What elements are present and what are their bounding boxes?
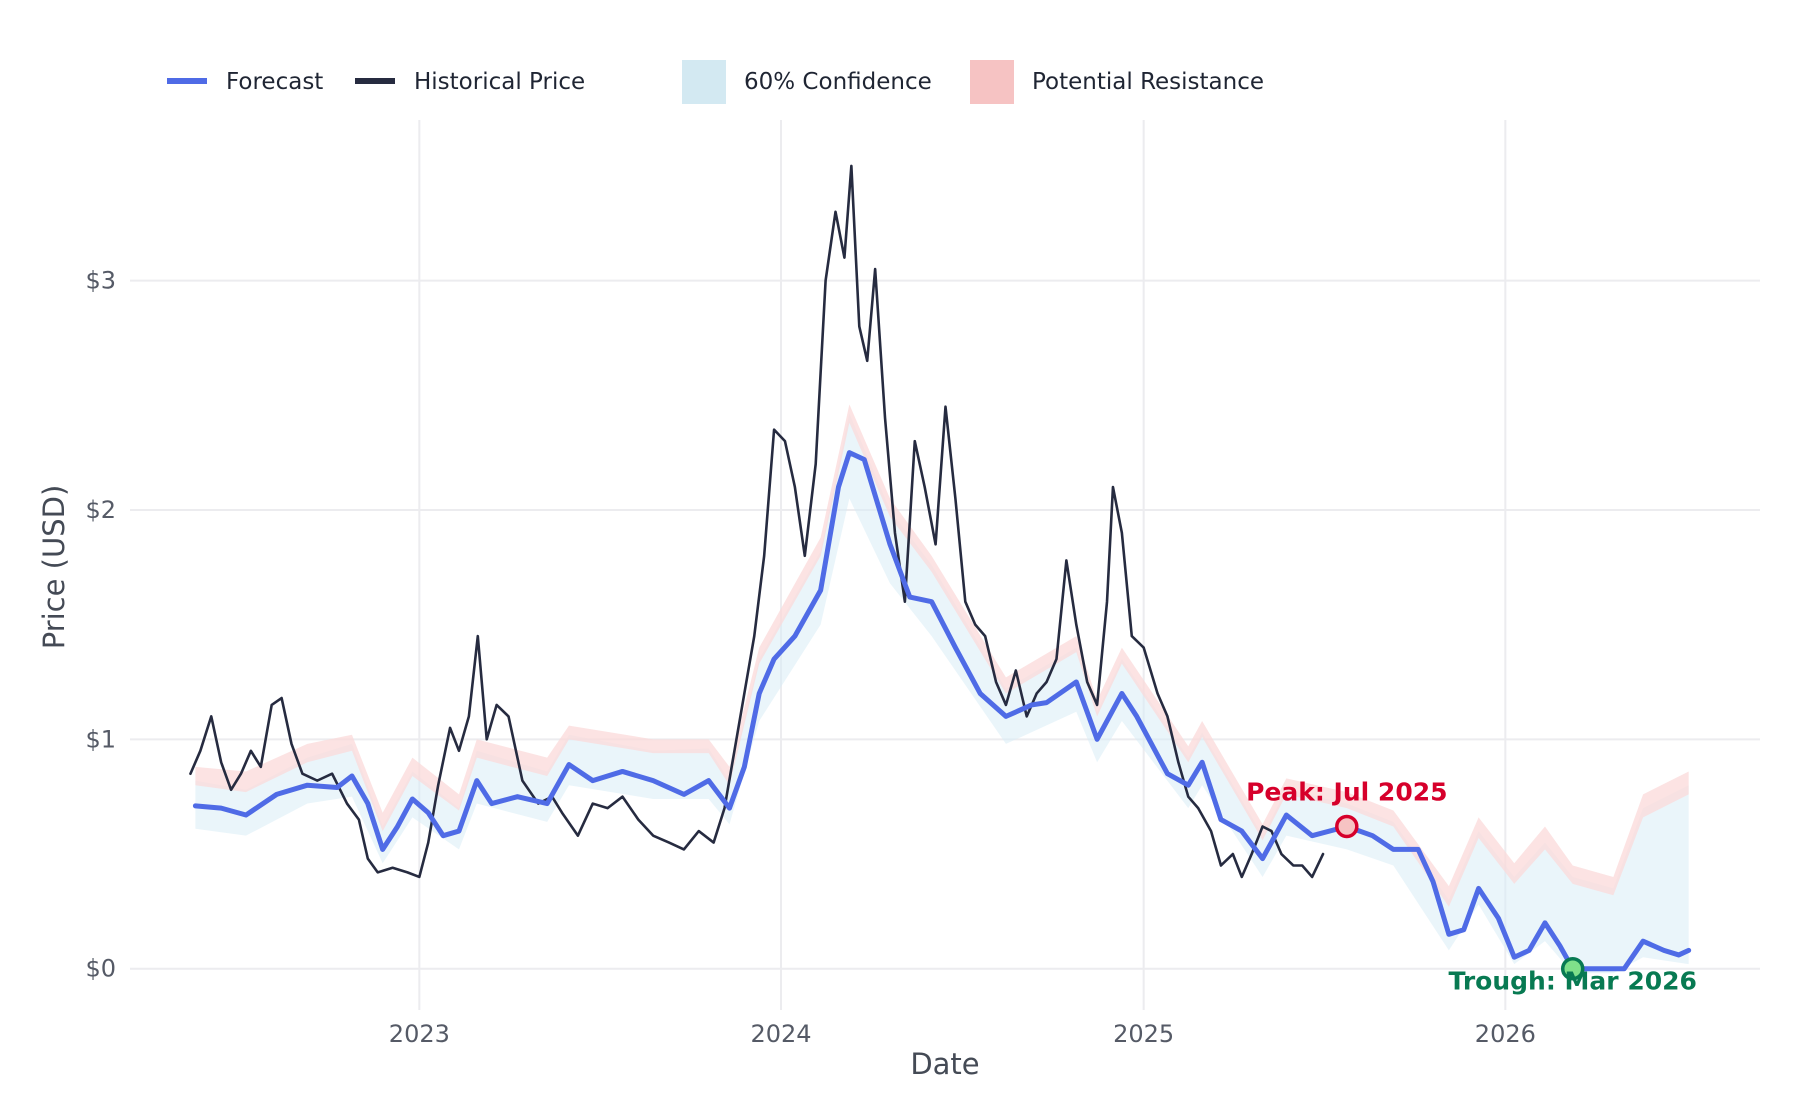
trough-mar-2026-label: Trough: Mar 2026 [1449,967,1697,996]
annotations: Peak: Jul 2025 Trough: Mar 2026 [1246,777,1697,995]
legend-label-historical-price: Historical Price [414,69,585,95]
peak-jul-2025-label: Peak: Jul 2025 [1246,777,1447,806]
series-historical-price [189,164,1325,879]
x-axis-title: Date [910,1047,979,1081]
legend: Forecast Historical Price 60% Confidence Po… [167,60,1264,104]
y-tick-label: $3 [85,267,116,295]
x-tick-label: 2024 [750,1020,811,1048]
x-tick-label: 2023 [389,1020,450,1048]
series-forecast [192,450,1692,972]
legend-label-forecast: Forecast [226,69,323,95]
legend-label-potential-resistance: Potential Resistance [1032,69,1264,95]
legend-swatch-60-confidence [682,60,726,104]
peak-jul-2025-marker [1335,814,1359,839]
y-axis-title: Price (USD) [37,485,71,650]
x-tick-label: 2026 [1475,1020,1536,1048]
trough-mar-2026-marker [1560,956,1585,981]
legend-swatch-potential-resistance [970,60,1014,104]
tick-labels: 2023 2024 2025 2026 $0 $1 $2 $3 [85,267,1535,1048]
gridlines [130,120,1760,1010]
y-tick-label: $0 [85,955,116,983]
y-tick-label: $1 [85,725,116,753]
series [189,164,1692,972]
x-tick-label: 2025 [1113,1020,1174,1048]
y-tick-label: $2 [85,496,116,524]
legend-label-60-confidence: 60% Confidence [744,69,932,95]
